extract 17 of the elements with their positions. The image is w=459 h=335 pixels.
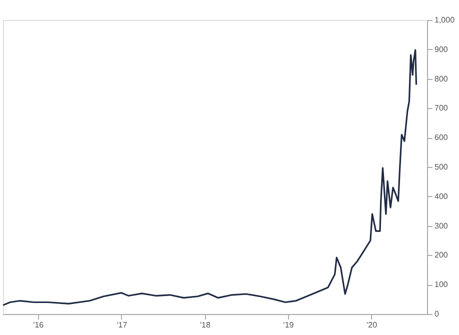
y-tick-label: 1,000 — [434, 16, 456, 24]
x-tick-label: '20 — [366, 320, 378, 330]
y-tick-label: 700 — [434, 104, 448, 113]
x-tick-label: '18 — [200, 320, 211, 330]
y-tick-label: 900 — [434, 44, 448, 54]
x-tick-label: '16 — [33, 320, 44, 330]
y-tick-label: 800 — [434, 74, 448, 84]
y-tick-label: 500 — [434, 162, 448, 172]
y-tick-label: 600 — [434, 133, 448, 142]
y-tick-label: 100 — [434, 280, 448, 290]
x-tick-label: '19 — [283, 320, 294, 330]
y-tick-label: 300 — [434, 221, 448, 230]
y-tick-label: 200 — [434, 250, 448, 260]
y-tick-label: 0 — [434, 310, 440, 318]
x-tick-label: '17 — [116, 320, 128, 330]
y-tick-label: 400 — [434, 192, 448, 201]
line-series — [2, 49, 418, 306]
